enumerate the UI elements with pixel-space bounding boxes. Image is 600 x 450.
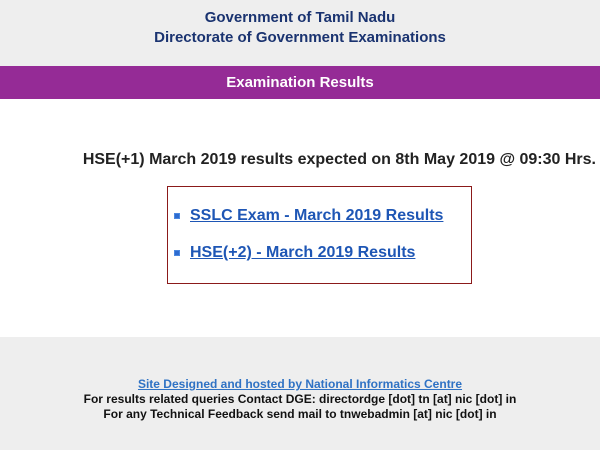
results-links-box: SSLC Exam - March 2019 Results HSE(+2) -… <box>167 186 472 284</box>
result-item-hse2: HSE(+2) - March 2019 Results <box>174 242 415 264</box>
directorate-title: Directorate of Government Examinations <box>154 29 446 46</box>
sslc-results-link[interactable]: SSLC Exam - March 2019 Results <box>190 207 444 224</box>
square-bullet-icon <box>174 250 180 256</box>
section-banner: Examination Results <box>0 66 600 99</box>
square-bullet-icon <box>174 213 180 219</box>
hse2-results-link[interactable]: HSE(+2) - March 2019 Results <box>190 244 416 261</box>
result-item-sslc: SSLC Exam - March 2019 Results <box>174 205 443 227</box>
results-notice: HSE(+1) March 2019 results expected on 8… <box>82 151 596 168</box>
contact-info: For results related queries Contact DGE:… <box>83 392 517 406</box>
main-content: HSE(+1) March 2019 results expected on 8… <box>0 99 600 337</box>
nic-credit-link[interactable]: Site Designed and hosted by National Inf… <box>137 377 463 391</box>
banner-title: Examination Results <box>226 74 374 91</box>
site-header: Government of Tamil Nadu Directorate of … <box>0 0 600 66</box>
feedback-info: For any Technical Feedback send mail to … <box>103 407 497 421</box>
government-title: Government of Tamil Nadu <box>204 9 396 26</box>
site-footer: Site Designed and hosted by National Inf… <box>0 337 600 450</box>
